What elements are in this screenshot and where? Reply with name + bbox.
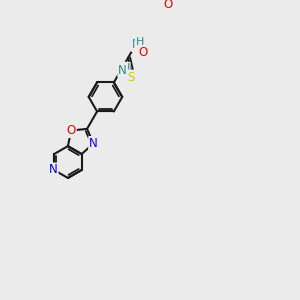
Text: N: N [49,164,58,176]
Text: H: H [136,37,144,47]
Text: N: N [89,137,98,150]
Text: S: S [128,70,135,83]
Text: N: N [132,38,140,51]
Text: H: H [122,63,130,73]
Text: O: O [67,124,76,137]
Text: O: O [164,0,172,11]
Text: O: O [139,46,148,59]
Text: N: N [118,64,127,77]
